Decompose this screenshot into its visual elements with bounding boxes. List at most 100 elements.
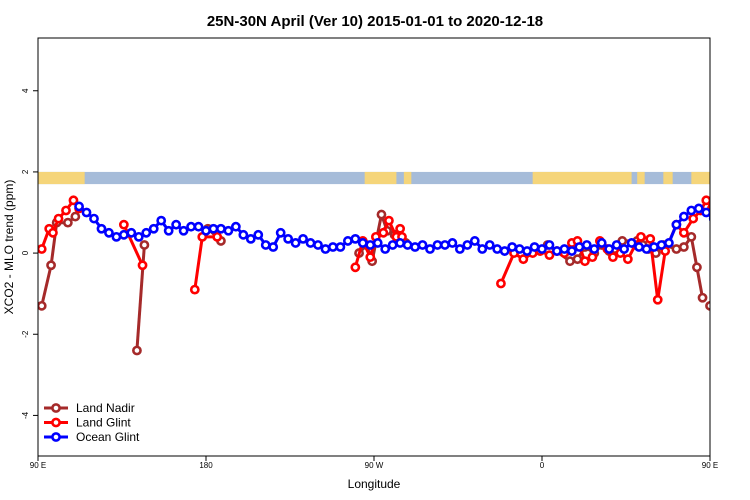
data-point bbox=[81, 207, 92, 218]
chart-title: 25N-30N April (Ver 10) 2015-01-01 to 202… bbox=[207, 13, 543, 30]
data-point bbox=[384, 215, 394, 226]
data-point bbox=[320, 244, 331, 254]
legend-item: Land Glint bbox=[44, 416, 131, 430]
data-point bbox=[46, 260, 56, 271]
land-band-segment bbox=[403, 171, 412, 185]
data-point bbox=[572, 254, 583, 265]
data-point bbox=[559, 244, 570, 254]
data-point bbox=[664, 238, 674, 248]
data-point bbox=[283, 233, 294, 244]
data-point bbox=[462, 240, 473, 250]
data-point bbox=[671, 244, 682, 254]
data-point bbox=[514, 244, 525, 254]
data-point bbox=[156, 215, 167, 226]
data-point bbox=[454, 244, 465, 254]
data-point bbox=[596, 238, 607, 248]
data-point bbox=[477, 244, 488, 254]
data-point bbox=[701, 195, 710, 206]
data-point bbox=[38, 244, 47, 254]
data-point bbox=[186, 221, 196, 232]
data-point bbox=[126, 227, 137, 238]
data-point bbox=[223, 225, 234, 236]
data-point bbox=[718, 223, 725, 230]
data-point bbox=[141, 227, 152, 238]
y-tick-label: 2 bbox=[21, 169, 30, 174]
legend-swatch-marker bbox=[51, 432, 61, 442]
data-point bbox=[357, 238, 368, 248]
land-band-segment bbox=[637, 171, 645, 185]
data-point bbox=[544, 240, 555, 250]
y-tick-label: -4 bbox=[21, 411, 30, 419]
land-band-segment bbox=[691, 171, 710, 185]
data-point bbox=[432, 240, 443, 250]
data-point bbox=[671, 219, 682, 230]
data-point bbox=[61, 205, 71, 216]
legend-label: Ocean Glint bbox=[76, 430, 140, 444]
data-point bbox=[171, 219, 182, 230]
data-point bbox=[678, 227, 689, 238]
data-point bbox=[544, 250, 555, 261]
data-point bbox=[376, 209, 387, 220]
data-point bbox=[275, 227, 286, 238]
data-point bbox=[686, 205, 697, 216]
land-band-segment bbox=[38, 171, 85, 185]
data-point bbox=[372, 238, 383, 248]
data-point bbox=[678, 211, 689, 222]
x-axis: 90 E 180 90 W 0 90 E bbox=[30, 456, 718, 470]
data-point bbox=[425, 244, 435, 254]
legend-label: Land Nadir bbox=[76, 401, 135, 415]
data-point bbox=[342, 236, 353, 246]
y-axis-title: XCO2 - MLO trend (ppm) bbox=[2, 180, 16, 315]
data-point bbox=[74, 201, 84, 212]
data-point bbox=[626, 238, 637, 248]
data-point bbox=[693, 203, 704, 214]
data-point bbox=[688, 213, 699, 224]
data-point bbox=[118, 229, 129, 240]
data-point bbox=[604, 244, 615, 254]
x-tick-label: 180 bbox=[199, 461, 213, 470]
data-point bbox=[733, 233, 740, 240]
legend-swatch-marker bbox=[51, 417, 61, 428]
data-point bbox=[565, 256, 575, 267]
data-point bbox=[656, 240, 667, 250]
data-point bbox=[212, 231, 223, 242]
data-point bbox=[365, 252, 376, 263]
data-point bbox=[245, 233, 256, 244]
land-sea-band bbox=[38, 171, 710, 185]
data-point bbox=[518, 254, 529, 265]
data-point bbox=[38, 300, 47, 311]
data-point bbox=[469, 236, 480, 246]
data-point bbox=[636, 231, 646, 242]
x-tick-label: 90 W bbox=[365, 461, 384, 470]
data-point bbox=[118, 219, 129, 230]
data-point bbox=[714, 262, 721, 269]
data-point bbox=[708, 215, 710, 222]
data-point bbox=[705, 300, 710, 311]
data-point bbox=[378, 227, 389, 238]
data-point bbox=[622, 254, 633, 265]
data-point bbox=[89, 213, 99, 224]
data-point bbox=[193, 221, 204, 232]
data-point bbox=[608, 252, 618, 263]
data-point bbox=[580, 256, 590, 267]
series-layer bbox=[38, 195, 740, 356]
data-point bbox=[619, 244, 630, 254]
data-point bbox=[104, 227, 114, 238]
data-point bbox=[649, 242, 659, 252]
plot-area bbox=[38, 171, 740, 356]
data-point bbox=[387, 240, 398, 250]
data-point bbox=[380, 244, 391, 254]
data-point bbox=[537, 244, 547, 254]
data-point bbox=[410, 242, 420, 252]
data-point bbox=[253, 229, 264, 240]
legend-swatch-marker bbox=[51, 403, 61, 413]
data-point bbox=[611, 240, 622, 250]
x-axis-title: Longitude bbox=[348, 477, 401, 491]
data-point bbox=[189, 284, 200, 295]
data-point bbox=[335, 242, 346, 252]
data-point bbox=[328, 242, 338, 252]
x-tick-label: 90 E bbox=[702, 461, 718, 470]
data-point bbox=[111, 231, 122, 242]
